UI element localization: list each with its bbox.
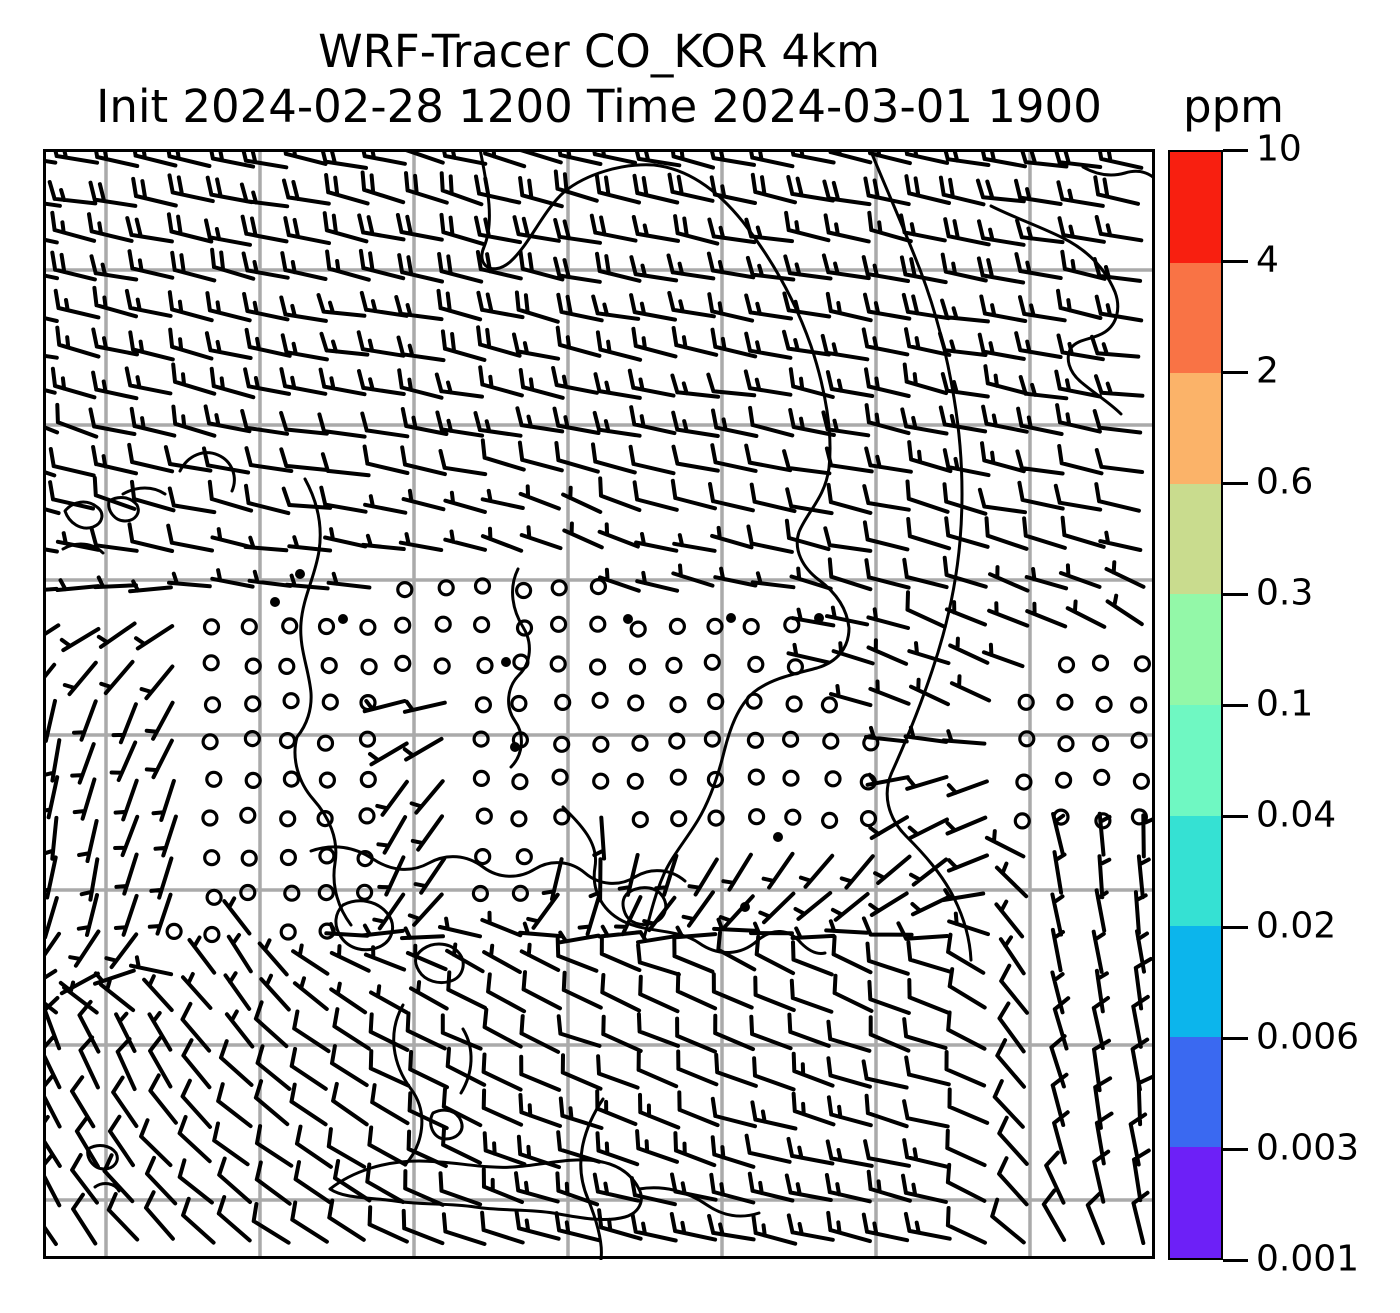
colorbar-tick bbox=[1223, 592, 1248, 596]
colorbar-tick bbox=[1223, 1036, 1248, 1040]
chart-title: WRF-Tracer CO_KOR 4km bbox=[318, 25, 880, 78]
colorbar-segment bbox=[1170, 1036, 1221, 1148]
colorbar-segment bbox=[1170, 1147, 1221, 1258]
colorbar-tick bbox=[1223, 370, 1248, 374]
colorbar-tick-label: 0.02 bbox=[1256, 905, 1337, 947]
colorbar-tick-label: 0.3 bbox=[1256, 572, 1314, 614]
colorbar-tick-label: 4 bbox=[1256, 239, 1279, 281]
colorbar-tick-label: 0.001 bbox=[1256, 1238, 1360, 1280]
colorbar bbox=[1168, 150, 1223, 1260]
colorbar-segment bbox=[1170, 483, 1221, 595]
colorbar-segment bbox=[1170, 152, 1221, 263]
colorbar-tick-label: 0.006 bbox=[1256, 1016, 1360, 1058]
island-dot bbox=[501, 657, 511, 667]
colorbar-segment bbox=[1170, 704, 1221, 816]
colorbar-segment bbox=[1170, 594, 1221, 705]
colorbar-segment bbox=[1170, 373, 1221, 484]
island-dot bbox=[295, 569, 305, 579]
colorbar-tick-label: 0.003 bbox=[1256, 1127, 1360, 1169]
island-dot bbox=[773, 832, 783, 842]
colorbar-tick-label: 0.1 bbox=[1256, 683, 1314, 725]
colorbar-tick bbox=[1223, 259, 1248, 263]
colorbar-segment bbox=[1170, 815, 1221, 927]
colorbar-segment bbox=[1170, 262, 1221, 374]
map-border bbox=[43, 149, 1155, 1259]
colorbar-segment bbox=[1170, 926, 1221, 1037]
colorbar-tick-label: 10 bbox=[1256, 128, 1302, 170]
chart-subtitle: Init 2024-02-28 1200 Time 2024-03-01 190… bbox=[96, 80, 1102, 133]
colorbar-tick bbox=[1223, 1258, 1248, 1262]
colorbar-tick-label: 2 bbox=[1256, 350, 1279, 392]
wind-barb-layer bbox=[8, 130, 1157, 1246]
colorbar-tick bbox=[1223, 814, 1248, 818]
island-dot bbox=[338, 614, 348, 624]
wind-barb-map bbox=[8, 130, 1157, 1261]
colorbar-tick bbox=[1223, 925, 1248, 929]
colorbar-tick bbox=[1223, 703, 1248, 707]
island-dot bbox=[623, 614, 633, 624]
colorbar-unit-label: ppm bbox=[1183, 80, 1284, 133]
island-dot bbox=[270, 597, 280, 607]
colorbar-tick-label: 0.04 bbox=[1256, 794, 1337, 836]
map-panel bbox=[8, 130, 1157, 1261]
colorbar-tick-label: 0.6 bbox=[1256, 461, 1314, 503]
colorbar-tick bbox=[1223, 148, 1248, 152]
colorbar-tick bbox=[1223, 481, 1248, 485]
calm-circle-layer bbox=[165, 577, 1152, 944]
colorbar-tick bbox=[1223, 1147, 1248, 1151]
island-dot bbox=[726, 613, 736, 623]
